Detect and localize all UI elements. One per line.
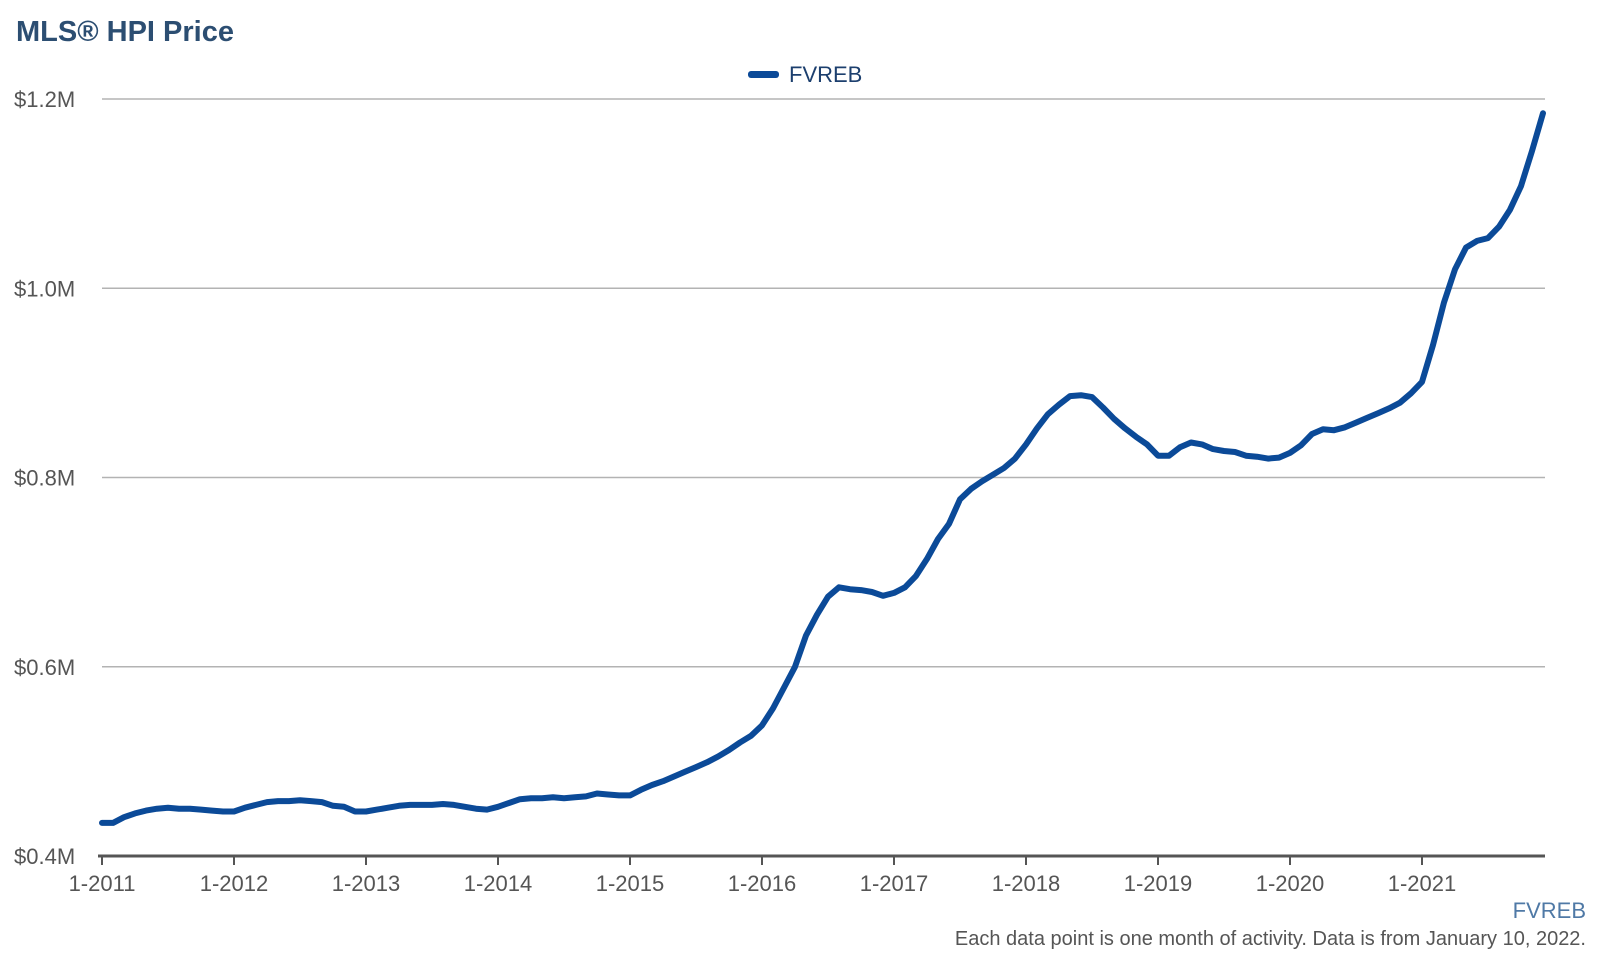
grid-lines [102,98,1545,668]
footnote: Each data point is one month of activity… [954,928,1586,950]
x-tick-label: 1-2018 [992,871,1061,896]
legend-swatch [748,71,779,78]
y-tick-label: $1.2M [14,87,75,112]
legend-label-fvreb: FVREB [789,62,862,87]
source-label: FVREB [1512,898,1586,923]
x-tick-label: 1-2017 [860,871,929,896]
series-line-fvreb[interactable] [99,110,1546,826]
legend[interactable]: FVREB [748,62,862,87]
y-tick-label: $0.4M [14,844,75,869]
x-axis: 1-2011 1-2012 1-2013 1-2014 1-2015 1-2016 1-20… [69,854,1545,896]
y-tick-label: $1.0M [14,276,75,301]
x-tick-label: 1-2016 [728,871,797,896]
chart-title: MLS® HPI Price [16,16,234,48]
y-tick-label: $0.8M [14,466,75,491]
x-tick-label: 1-2014 [464,871,533,896]
x-tick-label: 1-2020 [1256,871,1325,896]
x-tick-label: 1-2021 [1388,871,1457,896]
x-tick-label: 1-2015 [596,871,665,896]
x-tick-label: 1-2011 [69,871,136,896]
series-layer [99,110,1546,826]
y-tick-label: $0.6M [14,655,75,680]
x-tick-label: 1-2013 [332,871,401,896]
x-tick-label: 1-2012 [200,871,269,896]
x-tick-label: 1-2019 [1124,871,1193,896]
y-axis-tick-labels: $0.4M $0.6M $0.8M $1.0M $1.2M [14,87,75,869]
